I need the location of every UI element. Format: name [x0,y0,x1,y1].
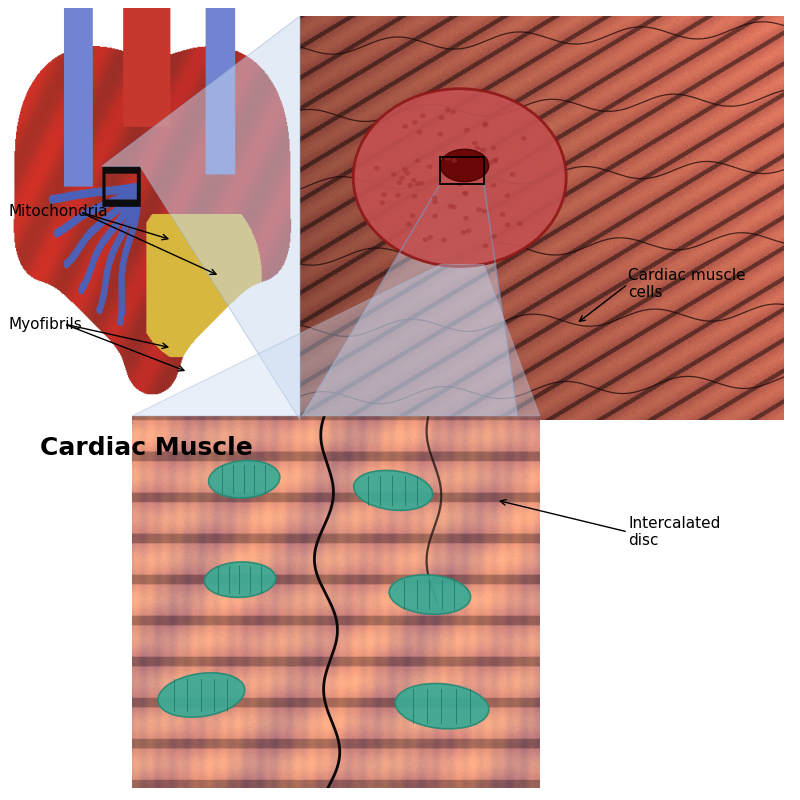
Text: Cardiac muscle
cells: Cardiac muscle cells [628,268,746,300]
Circle shape [500,212,506,217]
Circle shape [397,180,402,185]
Circle shape [480,147,486,152]
Circle shape [462,191,468,196]
Circle shape [474,146,480,150]
Circle shape [451,158,457,163]
Circle shape [461,230,466,234]
Circle shape [472,141,478,146]
Circle shape [492,158,498,163]
Circle shape [420,114,426,118]
Text: Mitochondria: Mitochondria [8,205,108,219]
Circle shape [451,205,457,210]
Circle shape [445,107,450,112]
Circle shape [379,200,385,205]
Ellipse shape [205,562,276,598]
Circle shape [406,222,412,226]
Circle shape [415,158,421,163]
Circle shape [491,234,497,239]
Circle shape [450,110,456,114]
Circle shape [426,164,433,169]
Circle shape [374,166,380,170]
Circle shape [488,160,494,165]
Circle shape [447,204,454,209]
Ellipse shape [395,683,489,729]
Ellipse shape [158,673,245,717]
Polygon shape [300,184,518,420]
Polygon shape [102,16,300,420]
Circle shape [476,207,482,212]
Circle shape [402,124,408,129]
Circle shape [441,238,446,242]
Circle shape [457,182,462,186]
Circle shape [493,158,498,162]
Circle shape [482,122,488,127]
Circle shape [517,222,522,226]
Circle shape [463,216,469,221]
Circle shape [521,136,526,141]
Circle shape [422,238,428,242]
Circle shape [381,192,386,197]
Circle shape [464,128,470,133]
Circle shape [354,89,566,266]
Circle shape [432,214,438,218]
Bar [440,158,484,184]
Circle shape [417,130,422,134]
Circle shape [505,222,510,227]
Circle shape [505,193,510,198]
Circle shape [438,132,443,137]
Text: Myofibrils: Myofibrils [8,317,82,331]
Circle shape [432,200,438,205]
Circle shape [438,115,444,120]
Circle shape [490,146,497,150]
Text: Intercalated
disc: Intercalated disc [628,516,720,548]
Polygon shape [132,265,540,416]
Ellipse shape [354,470,433,510]
Circle shape [483,122,489,126]
Circle shape [399,176,405,181]
Circle shape [427,235,433,240]
Circle shape [410,213,415,218]
Circle shape [445,156,450,161]
Circle shape [462,191,468,196]
Circle shape [395,193,401,198]
Ellipse shape [209,461,280,498]
Circle shape [432,196,438,201]
Circle shape [407,182,413,188]
Circle shape [411,194,418,198]
Circle shape [410,178,417,182]
Circle shape [391,172,397,177]
Circle shape [402,167,408,172]
Text: Cardiac Muscle: Cardiac Muscle [40,436,253,460]
Circle shape [404,171,410,176]
Circle shape [412,120,418,125]
Circle shape [482,243,488,248]
Circle shape [490,182,497,187]
Ellipse shape [389,575,470,614]
Circle shape [418,181,424,186]
Ellipse shape [440,150,489,182]
Circle shape [510,172,515,177]
Circle shape [414,182,420,186]
Circle shape [482,209,487,214]
Circle shape [466,228,471,234]
